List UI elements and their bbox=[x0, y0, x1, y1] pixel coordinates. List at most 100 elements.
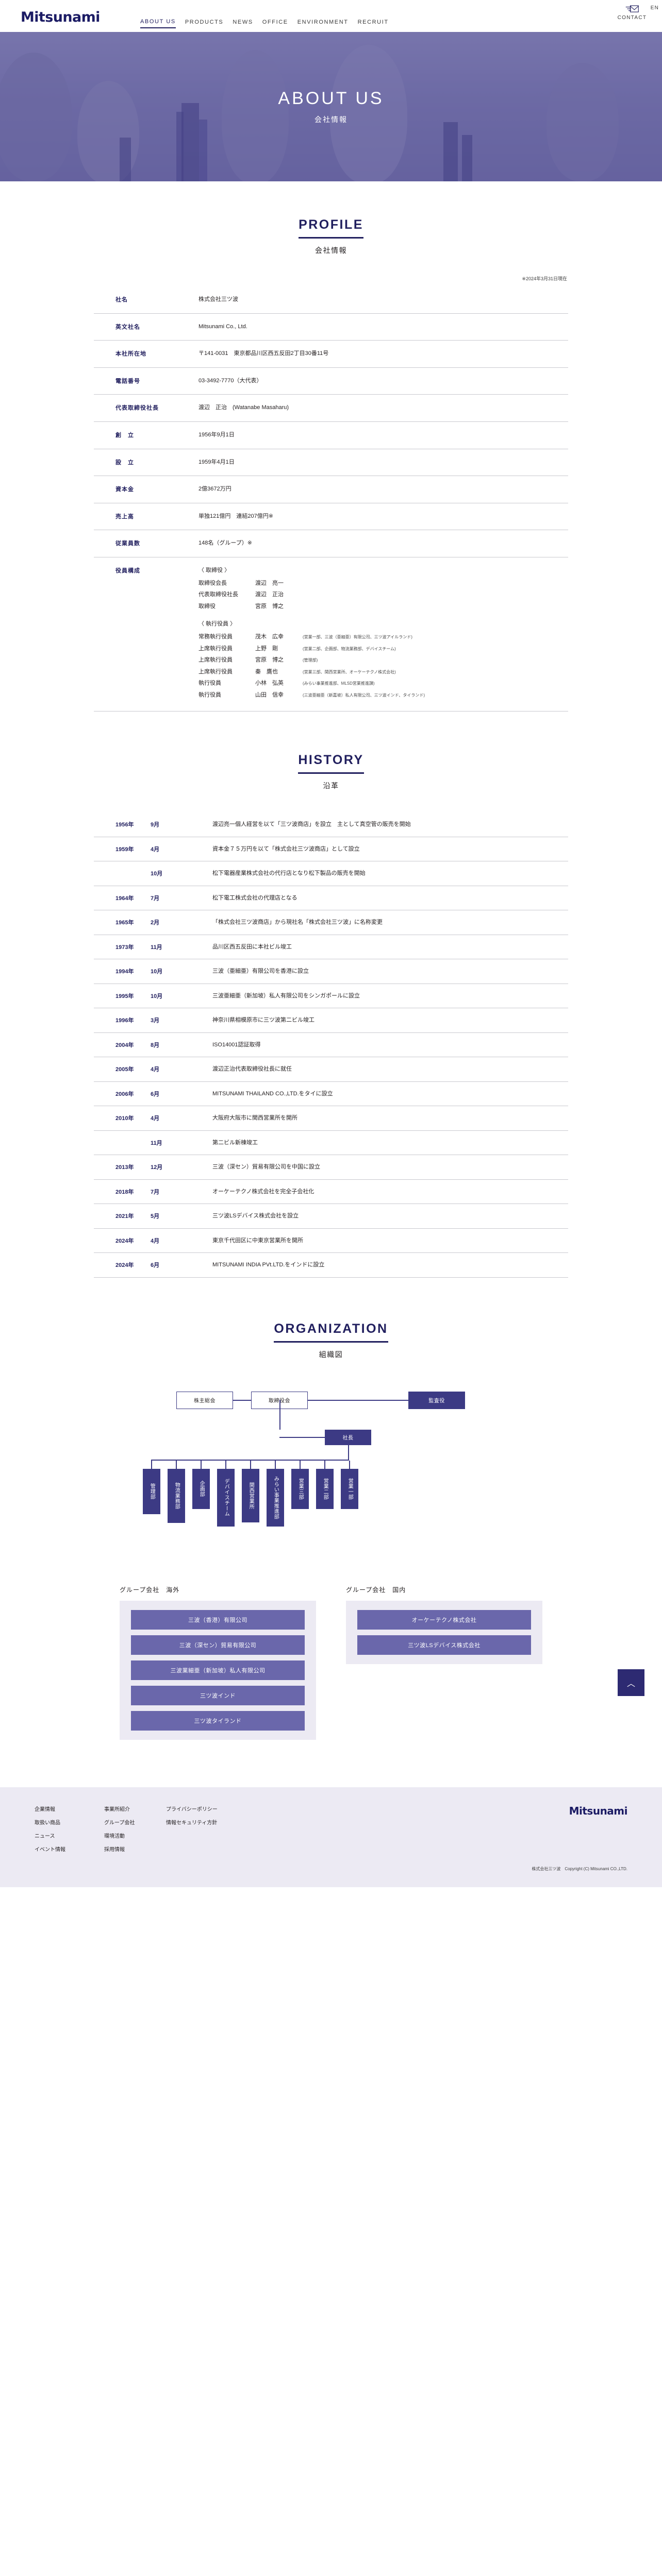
group-overseas-item[interactable]: 三波（香港）有限公司 bbox=[131, 1609, 305, 1630]
executive-dept: (管理部) bbox=[303, 658, 318, 663]
nav-item-recruit[interactable]: RECRUIT bbox=[357, 19, 389, 25]
history-text: 三ツ波LSデバイス株式会社を設立 bbox=[212, 1213, 299, 1219]
org-connector bbox=[308, 1399, 408, 1401]
profile-section: PROFILE 会社情報 ※2024年3月31日現在 社名 株式会社三ツ波 英文社名… bbox=[0, 181, 662, 711]
history-month: 4月 bbox=[151, 1066, 160, 1073]
org-department-box: デバイスチーム bbox=[217, 1468, 235, 1527]
profile-row-label: 社名 bbox=[115, 297, 128, 303]
group-domestic-item[interactable]: オーケーテクノ株式会社 bbox=[357, 1609, 531, 1630]
director-role: 代表取締役社長 bbox=[198, 591, 238, 598]
executive-role: 執行役員 bbox=[198, 691, 221, 698]
executive-row: 上席執行役員 宮原 博之 (管理部) bbox=[198, 656, 568, 665]
director-row: 取締役 宮原 博之 bbox=[198, 602, 568, 612]
footer-col1-link[interactable]: 取扱い商品 bbox=[35, 1820, 60, 1826]
history-row: 2013年 12月 三波（深セン）貿易有限公司を中国に設立 bbox=[94, 1155, 568, 1180]
history-month: 4月 bbox=[151, 846, 160, 853]
history-year: 1995年 bbox=[115, 993, 134, 999]
profile-row: 本社所在地 〒141-0031 東京都品川区西五反田2丁目30番11号 bbox=[94, 341, 568, 368]
profile-row-value: 〒141-0031 東京都品川区西五反田2丁目30番11号 bbox=[198, 350, 329, 357]
executive-dept: (営業二部、企画部、物流業務部、デバイスチーム) bbox=[303, 646, 396, 651]
history-row: 2006年 6月 MITSUNAMI THAILAND CO.,LTD.をタイに設立 bbox=[94, 1081, 568, 1106]
executive-dept: (営業一部、三波（亜細亜）有限公司、三ツ波アイルランド) bbox=[303, 634, 412, 639]
footer-column-2: 事業所紹介グループ会社 環境活動採用情報 bbox=[104, 1805, 166, 1853]
executive-name: 秦 鷹也 bbox=[255, 668, 278, 675]
org-department-box: 営業二部 bbox=[316, 1468, 334, 1509]
profile-row: 英文社名 Mitsunami Co., Ltd. bbox=[94, 313, 568, 341]
profile-row-label: 資本金 bbox=[115, 486, 134, 493]
profile-row-label: 本社所在地 bbox=[115, 351, 146, 358]
footer-col3-link[interactable]: 情報セキュリティ方針 bbox=[166, 1820, 218, 1826]
executive-role: 常務執行役員 bbox=[198, 633, 233, 640]
history-year: 2021年 bbox=[115, 1213, 134, 1220]
footer-col3-link[interactable]: プライバシーポリシー bbox=[166, 1806, 218, 1812]
profile-row-value: 単独121億円 連結207億円※ bbox=[198, 513, 273, 519]
org-department-box: 管理部 bbox=[143, 1468, 160, 1514]
history-row: 1996年 3月 神奈川県相模原市に三ツ波第二ビル竣工 bbox=[94, 1008, 568, 1033]
org-connector bbox=[225, 1460, 226, 1469]
footer-col2-link[interactable]: 事業所紹介 bbox=[104, 1806, 130, 1812]
footer-col1-link[interactable]: 企業情報 bbox=[35, 1806, 55, 1812]
org-connector bbox=[176, 1460, 177, 1469]
site-footer: 企業情報 取扱い商品 ニュース イベント情報 事業所紹介 グループ会社 環境活動 採用情報 … bbox=[0, 1787, 662, 1887]
contact-button[interactable]: CONTACT bbox=[614, 4, 651, 21]
org-box-shareholders: 株主総会 bbox=[176, 1391, 233, 1409]
profile-row-label: 電話番号 bbox=[115, 378, 140, 384]
history-text: 神奈川県相模原市に三ツ波第二ビル竣工 bbox=[212, 1017, 315, 1024]
nav-item-environment[interactable]: ENVIRONMENT bbox=[297, 19, 349, 25]
hero-title-jp: 会社情報 bbox=[315, 115, 347, 124]
history-table: 1956年 9月 渡辺亮一個人経営を以て「三ツ波商店」を設立 主として真空管の販売を… bbox=[94, 812, 568, 1278]
history-row: 11月 第二ビル新棟竣工 bbox=[94, 1130, 568, 1155]
site-header: Mitsunami ABOUT US PRODUCTS NEWS OFFICE … bbox=[0, 0, 662, 32]
org-connector bbox=[300, 1460, 301, 1469]
group-overseas-item[interactable]: 三ツ波インド bbox=[131, 1685, 305, 1705]
history-month: 3月 bbox=[151, 1018, 160, 1024]
org-connector bbox=[279, 1436, 325, 1438]
profile-row-value: 1956年9月1日 bbox=[198, 431, 235, 438]
history-month: 8月 bbox=[151, 1042, 160, 1048]
profile-row-value: 株式会社三ツ波 bbox=[198, 296, 238, 302]
profile-row-label: 代表取締役社長 bbox=[115, 405, 159, 412]
language-switch-en[interactable]: EN bbox=[650, 5, 659, 11]
profile-row-label: 創 立 bbox=[115, 432, 134, 438]
footer-col2-link[interactable]: 採用情報 bbox=[104, 1846, 125, 1853]
org-box-auditor: 監査役 bbox=[408, 1391, 465, 1409]
group-overseas-item[interactable]: 三ツ波タイランド bbox=[131, 1710, 305, 1731]
footer-logo[interactable]: Mitsunami bbox=[569, 1804, 628, 1817]
history-text: オーケーテクノ株式会社を完全子会社化 bbox=[212, 1188, 315, 1195]
profile-row: 電話番号 03-3492-7770（大代表） bbox=[94, 367, 568, 395]
group-domestic-item[interactable]: 三ツ波LSデバイス株式会社 bbox=[357, 1635, 531, 1655]
history-year: 1996年 bbox=[115, 1018, 134, 1024]
footer-col2-link[interactable]: 環境活動 bbox=[104, 1833, 125, 1839]
officers-value: 〈 取締役 〉取締役会長 渡辺 亮一 代表取締役社長 渡辺 正治 取締役 宮原 博之〈 執… bbox=[189, 557, 568, 711]
director-name: 渡辺 亮一 bbox=[255, 580, 284, 586]
nav-item-news[interactable]: NEWS bbox=[233, 19, 253, 25]
executive-row: 執行役員 小林 弘英 (みらい事業推進部、MLSD営業推進課) bbox=[198, 679, 568, 688]
org-department-box: みらい事業推進部 bbox=[267, 1468, 284, 1527]
history-text: 第二ビル新棟竣工 bbox=[212, 1139, 258, 1146]
executive-row: 執行役員 山田 信幸 (三波亜細亜（新嘉坡）私人有限公司、三ツ波インド、タイランド) bbox=[198, 691, 568, 700]
history-text: 松下電工株式会社の代理店となる bbox=[212, 894, 297, 901]
org-department-box: 関西営業所 bbox=[242, 1468, 259, 1522]
director-name: 渡辺 正治 bbox=[255, 591, 284, 598]
history-year bbox=[94, 1130, 151, 1155]
history-month: 2月 bbox=[151, 920, 160, 926]
history-text: 資本金７５万円を以て「株式会社三ツ波商店」として設立 bbox=[212, 845, 360, 852]
footer-col2-link[interactable]: グループ会社 bbox=[104, 1820, 135, 1826]
profile-row: 従業員数 148名（グループ）※ bbox=[94, 530, 568, 557]
history-row: 1959年 4月 資本金７５万円を以て「株式会社三ツ波商店」として設立 bbox=[94, 837, 568, 861]
org-box-president: 社長 bbox=[325, 1429, 371, 1445]
organization-chart: 株主総会取締役会監査役社長管理部物流業務部企画部デバイスチーム関西営業所みらい事… bbox=[94, 1382, 568, 1552]
nav-item-products[interactable]: PRODUCTS bbox=[185, 19, 224, 25]
site-logo[interactable]: Mitsunami bbox=[21, 9, 100, 25]
scroll-to-top-button[interactable]: ︿ bbox=[618, 1669, 644, 1696]
group-overseas-item[interactable]: 三波業細亜（新加坡）私人有限公司 bbox=[131, 1660, 305, 1680]
executive-group: 〈 執行役員 〉常務執行役員 茂木 広幸 (営業一部、三波（亜細亜）有限公司、三ツ波… bbox=[198, 620, 568, 700]
history-year: 1965年 bbox=[115, 920, 134, 926]
footer-col1-link[interactable]: ニュース bbox=[35, 1833, 55, 1839]
org-connector bbox=[324, 1460, 325, 1469]
director-group: 〈 取締役 〉取締役会長 渡辺 亮一 代表取締役社長 渡辺 正治 取締役 宮原 博之 bbox=[198, 566, 568, 611]
nav-item-office[interactable]: OFFICE bbox=[262, 19, 288, 25]
group-overseas-item[interactable]: 三波（深セン）貿易有限公司 bbox=[131, 1635, 305, 1655]
nav-item-about-us[interactable]: ABOUT US bbox=[140, 19, 176, 28]
footer-col1-link[interactable]: イベント情報 bbox=[35, 1846, 65, 1853]
